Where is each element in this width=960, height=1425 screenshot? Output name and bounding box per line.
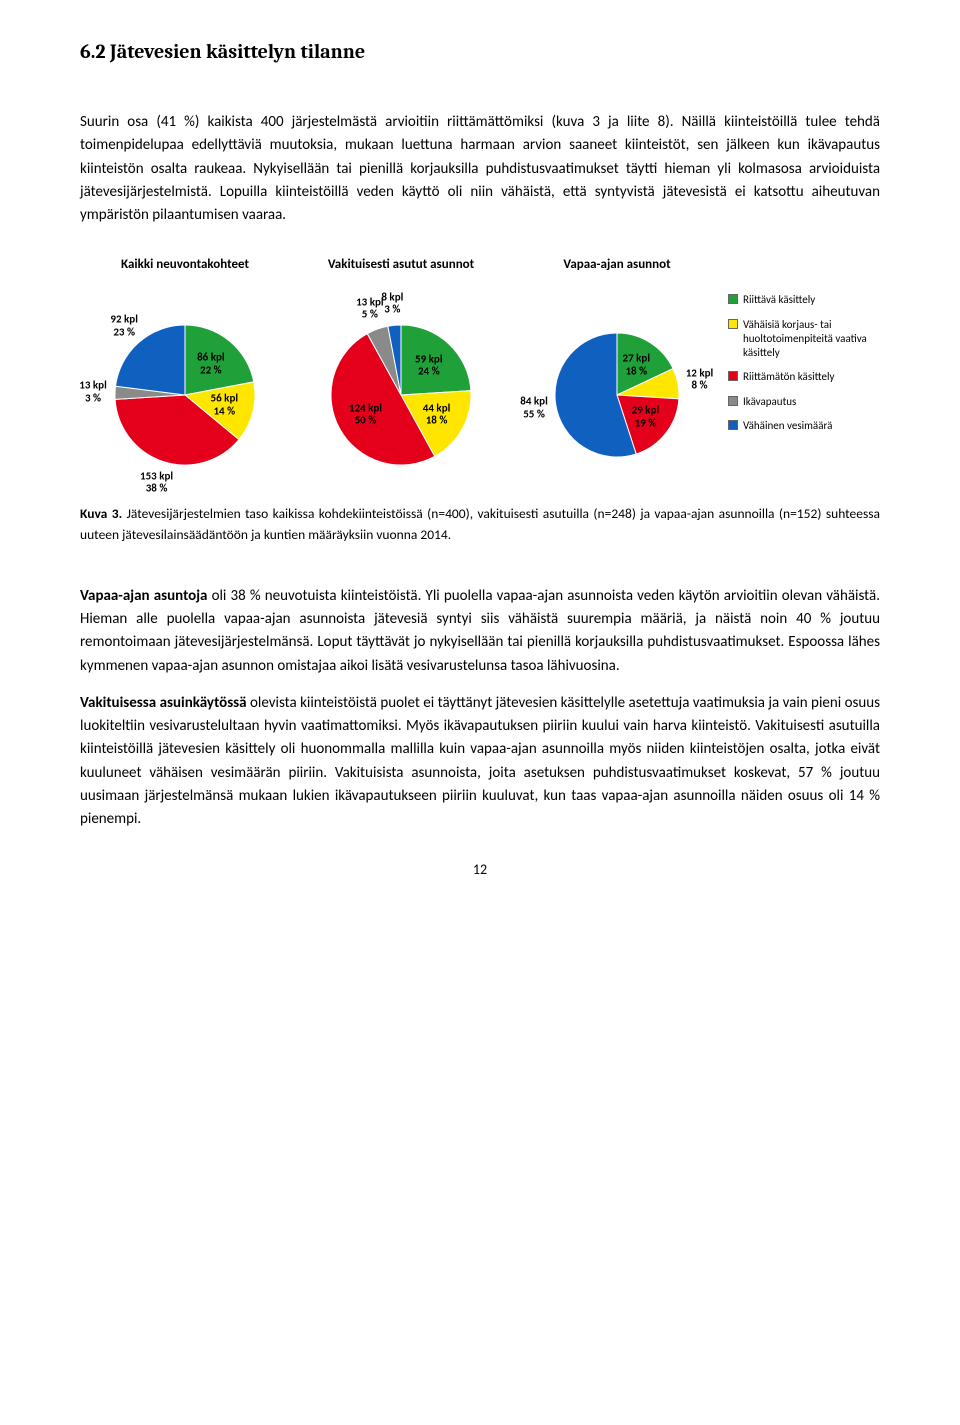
- legend-label: Riittämätön käsittely: [743, 370, 834, 384]
- chart-column: Vakituisesti asutut asunnot 59 kpl24 % 44 …: [296, 257, 506, 490]
- pie-area: 27 kpl18 % 12 kpl8 % 29 kpl19 % 84 kpl55 %: [512, 280, 722, 490]
- legend-swatch: [728, 420, 738, 430]
- paragraph-vakituisessa: Vakituisessa asuinkäytössä olevista kiin…: [80, 692, 880, 832]
- legend-item: Vähäisiä korjaus- tai huoltotoimenpiteit…: [728, 318, 878, 361]
- charts-figure: Kaikki neuvontakohteet 86 kpl22 % 56 kpl14…: [80, 257, 880, 490]
- pie-slice-label: 29 kpl19 %: [632, 405, 660, 430]
- pie-slice-label: 56 kpl14 %: [211, 393, 239, 418]
- paragraph-intro: Suurin osa (41 %) kaikista 400 järjestel…: [80, 111, 880, 227]
- para3-lead: Vakituisessa asuinkäytössä: [80, 694, 247, 712]
- pie-slice-label: 92 kpl23 %: [110, 314, 138, 339]
- page-number: 12: [80, 861, 880, 878]
- legend-swatch: [728, 319, 738, 329]
- para3-rest: olevista kiinteistöistä puolet ei täyttä…: [80, 694, 880, 828]
- paragraph-vapaa-ajan: Vapaa-ajan asuntoja oli 38 % neuvotuista…: [80, 585, 880, 678]
- pie-slice-label: 27 kpl18 %: [623, 352, 651, 377]
- para2-lead: Vapaa-ajan asuntoja: [80, 587, 207, 605]
- pie-slice-label: 44 kpl18 %: [423, 402, 451, 427]
- chart-title: Kaikki neuvontakohteet: [121, 257, 249, 272]
- chart-column: Vapaa-ajan asunnot 27 kpl18 % 12 kpl8 % 29 …: [512, 257, 722, 490]
- legend-item: Vähäinen vesimäärä: [728, 419, 878, 433]
- pie-area: 86 kpl22 %56 kpl14 %153 kpl38 %13 kpl3 %…: [80, 280, 290, 490]
- pie-slice-label: 124 kpl50 %: [349, 402, 382, 427]
- legend-swatch: [728, 371, 738, 381]
- legend-swatch: [728, 396, 738, 406]
- legend-label: Riittävä käsittely: [743, 293, 815, 307]
- legend-label: Vähäinen vesimäärä: [743, 419, 832, 433]
- legend-label: Ikävapautus: [743, 395, 796, 409]
- chart-title: Vakituisesti asutut asunnot: [328, 257, 474, 272]
- legend-swatch: [728, 294, 738, 304]
- pie-slice-label: 8 kpl3 %: [381, 291, 403, 316]
- pie-slice-label: 13 kpl5 %: [356, 296, 384, 321]
- pie-slice-label: 59 kpl24 %: [415, 353, 443, 378]
- legend-item: Ikävapautus: [728, 395, 878, 409]
- legend-item: Riittämätön käsittely: [728, 370, 878, 384]
- pie-slice-label: 12 kpl8 %: [686, 367, 714, 392]
- pie-area: 59 kpl24 % 44 kpl18 % 124 kpl50 % 13 kpl5 %…: [296, 280, 506, 490]
- pie-slice-label: 84 kpl55 %: [520, 396, 548, 421]
- pie-slice-label: 86 kpl22 %: [197, 351, 225, 376]
- figure-caption: Kuva 3. Jätevesijärjestelmien taso kaiki…: [80, 504, 880, 545]
- caption-text: Jätevesijärjestelmien taso kaikissa kohd…: [80, 505, 880, 542]
- legend-label: Vähäisiä korjaus- tai huoltotoimenpiteit…: [743, 318, 878, 361]
- section-heading: 6.2 Jätevesien käsittelyn tilanne: [80, 40, 880, 63]
- pie-slice-label: 13 kpl3 %: [79, 380, 107, 405]
- chart-legend: Riittävä käsittely Vähäisiä korjaus- tai …: [728, 257, 878, 443]
- chart-column: Kaikki neuvontakohteet 86 kpl22 % 56 kpl14…: [80, 257, 290, 490]
- caption-label: Kuva 3.: [80, 505, 122, 522]
- chart-title: Vapaa-ajan asunnot: [563, 257, 670, 272]
- legend-item: Riittävä käsittely: [728, 293, 878, 307]
- pie-slice-label: 153 kpl38 %: [140, 470, 173, 495]
